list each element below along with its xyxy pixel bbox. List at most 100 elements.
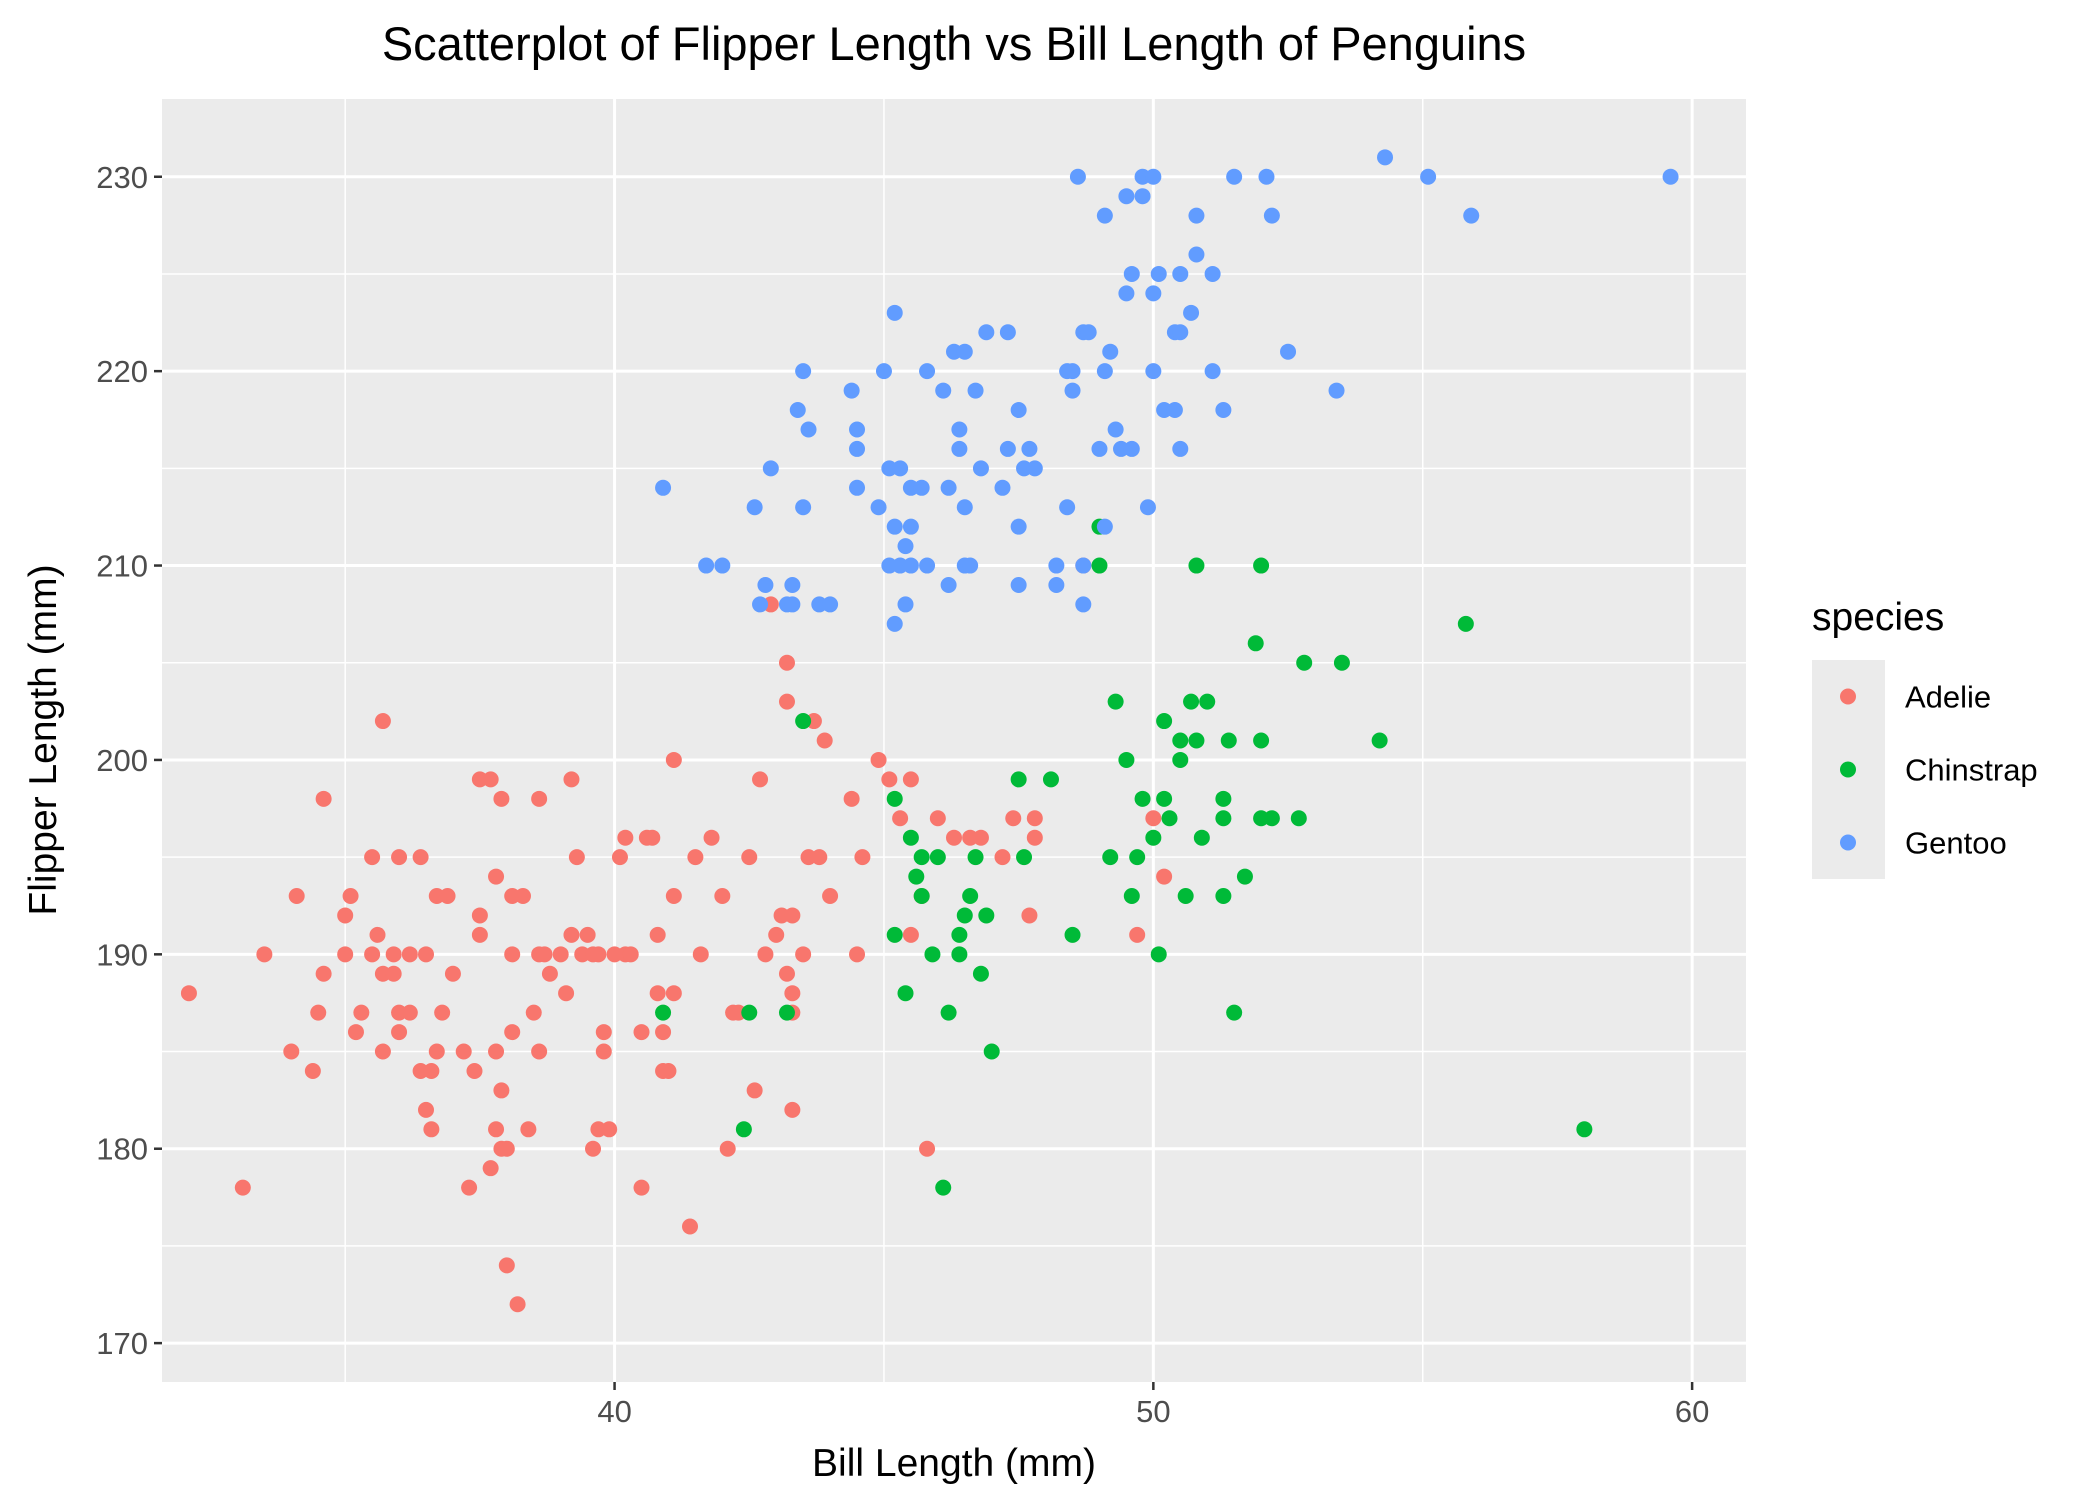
data-point [886, 304, 903, 321]
data-point [892, 460, 909, 477]
data-point [698, 557, 715, 574]
data-point [784, 1101, 801, 1118]
data-point [509, 1296, 526, 1313]
data-point [902, 829, 919, 846]
data-point [1042, 771, 1059, 788]
data-point [1026, 829, 1043, 846]
data-point [913, 479, 930, 496]
data-point [1064, 363, 1081, 380]
data-point [778, 965, 795, 982]
data-point [1075, 596, 1092, 613]
data-point [347, 1024, 364, 1041]
data-point [1457, 615, 1474, 632]
data-point [1172, 440, 1189, 457]
data-point [897, 538, 914, 555]
data-point [1016, 849, 1033, 866]
data-point [1328, 382, 1345, 399]
data-point [342, 888, 359, 905]
data-point [520, 1121, 537, 1138]
data-point [1172, 751, 1189, 768]
data-point [1091, 557, 1108, 574]
data-point [983, 1043, 1000, 1060]
data-point [875, 363, 892, 380]
data-point [811, 849, 828, 866]
data-point [644, 829, 661, 846]
data-point [1420, 168, 1437, 185]
data-point [746, 499, 763, 516]
data-point [687, 849, 704, 866]
data-point [283, 1043, 300, 1060]
data-point [391, 849, 408, 866]
data-point [919, 557, 936, 574]
data-point [946, 829, 962, 846]
data-point [1247, 635, 1264, 652]
y-tick-label: 220 [96, 354, 148, 389]
data-point [1102, 849, 1119, 866]
data-point [902, 926, 919, 943]
data-point [315, 965, 332, 982]
data-point [471, 926, 488, 943]
x-axis-tick-labels: 40 50 60 [597, 1394, 1709, 1429]
data-point [752, 771, 769, 788]
data-point [1123, 265, 1140, 282]
data-point [493, 1082, 510, 1099]
data-point [1129, 849, 1146, 866]
data-point [1156, 790, 1173, 807]
data-point [504, 1024, 521, 1041]
data-point [784, 985, 801, 1002]
data-point [1064, 926, 1081, 943]
x-axis-title: Bill Length (mm) [812, 1442, 1096, 1485]
data-point [1096, 518, 1113, 535]
data-point [1150, 946, 1167, 963]
data-point [1150, 265, 1167, 282]
data-point [1188, 246, 1205, 263]
data-point [374, 713, 391, 730]
data-point [585, 1140, 602, 1157]
data-point [665, 888, 682, 905]
data-point [1118, 751, 1135, 768]
data-point [471, 907, 488, 924]
y-tick-label: 230 [96, 160, 148, 195]
data-point [1134, 790, 1151, 807]
y-axis-title: Flipper Length (mm) [22, 564, 65, 915]
data-point [682, 1218, 698, 1235]
data-point [972, 829, 989, 846]
data-point [531, 1043, 548, 1060]
data-point [913, 849, 930, 866]
data-point [1123, 440, 1140, 457]
data-point [665, 751, 682, 768]
data-point [1296, 654, 1313, 671]
data-point [789, 402, 806, 419]
data-point [1576, 1121, 1593, 1138]
data-point [1021, 440, 1038, 457]
data-point [940, 1004, 957, 1021]
data-point [649, 926, 666, 943]
data-point [1156, 713, 1173, 730]
data-point [315, 790, 332, 807]
data-point [1026, 460, 1043, 477]
data-point [1010, 771, 1027, 788]
data-point [488, 1121, 505, 1138]
data-point [385, 946, 402, 963]
minor-gridlines [162, 99, 1746, 1382]
data-point [1139, 499, 1156, 516]
data-point [1005, 810, 1022, 827]
y-tick-label: 200 [96, 743, 148, 778]
data-point [234, 1179, 251, 1196]
data-point [967, 382, 984, 399]
legend-key-adelie [1840, 688, 1856, 705]
data-point [719, 1140, 736, 1157]
series-chinstrap [655, 518, 1593, 1196]
data-point [692, 946, 709, 963]
data-point [563, 926, 580, 943]
legend: species Adelie Chinstrap Gentoo [1812, 596, 2038, 879]
data-point [972, 965, 989, 982]
data-point [886, 926, 903, 943]
y-tick-label: 180 [96, 1132, 148, 1167]
data-point [1118, 285, 1135, 302]
data-point [956, 907, 973, 924]
data-point [902, 557, 919, 574]
data-point [1010, 402, 1027, 419]
data-point [1177, 888, 1194, 905]
data-point [660, 1062, 677, 1079]
